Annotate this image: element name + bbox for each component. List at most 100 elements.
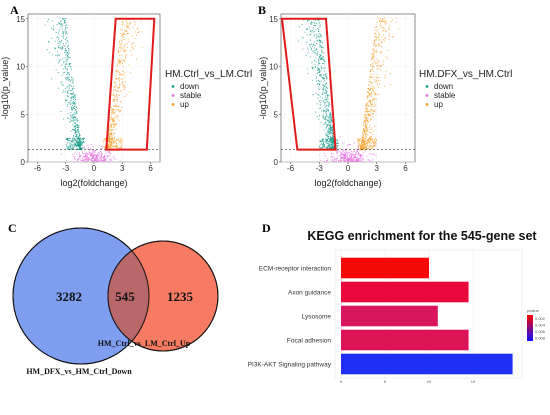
data-point-up: [370, 118, 373, 120]
data-point-stable: [90, 155, 92, 157]
data-point-down: [321, 50, 323, 52]
data-point-up: [363, 124, 365, 127]
data-point-up: [123, 51, 125, 53]
data-point-stable: [339, 156, 342, 158]
data-point-up: [374, 63, 376, 65]
data-point-up: [126, 24, 128, 26]
data-point-up: [370, 82, 372, 84]
data-point-down: [73, 108, 75, 110]
data-point-down: [63, 22, 65, 24]
data-point-down: [310, 33, 312, 35]
data-point-down: [72, 147, 74, 149]
data-point-up: [367, 144, 369, 147]
data-point-up: [372, 63, 374, 65]
data-point-stable: [109, 154, 111, 156]
data-point-up: [362, 137, 364, 139]
data-point-up: [363, 145, 365, 147]
data-point-stable: [353, 161, 355, 163]
data-point-up: [374, 92, 376, 94]
data-point-down: [72, 80, 74, 82]
data-point-stable: [82, 156, 84, 158]
data-point-down: [318, 72, 321, 74]
data-point-up: [123, 24, 125, 26]
data-point-up: [117, 58, 119, 60]
x-tick-label: 6: [403, 164, 408, 173]
data-point-up: [357, 145, 360, 147]
data-point-up: [116, 101, 118, 103]
data-point-stable: [323, 161, 325, 163]
data-point-up: [113, 133, 115, 135]
data-point-down: [316, 103, 318, 105]
data-point-down: [319, 140, 321, 142]
data-point-stable: [94, 160, 96, 162]
data-point-down: [46, 49, 48, 51]
data-point-down: [320, 80, 322, 82]
legend-label-stable: stable: [180, 91, 202, 100]
data-point-down: [314, 66, 317, 68]
venn-count-left: 3282: [56, 289, 82, 304]
data-point-stable: [113, 157, 115, 159]
data-point-down: [326, 142, 328, 144]
data-point-up: [373, 144, 375, 147]
data-point-up: [110, 126, 112, 128]
data-point-up: [365, 144, 367, 146]
data-point-stable: [351, 150, 353, 152]
data-point-stable: [347, 152, 349, 154]
data-point-down: [306, 28, 308, 30]
data-point-down: [298, 26, 300, 28]
data-point-up: [384, 74, 387, 76]
data-point-up: [117, 50, 119, 52]
data-point-down: [70, 118, 72, 120]
data-point-up: [121, 63, 123, 65]
data-point-up: [118, 106, 120, 108]
data-point-down: [318, 107, 320, 109]
data-point-down: [327, 105, 330, 107]
data-point-down: [324, 118, 326, 120]
data-point-down: [61, 75, 63, 77]
data-point-down: [68, 72, 70, 74]
data-point-up: [128, 26, 130, 28]
data-point-up: [108, 139, 110, 141]
data-point-stable: [351, 153, 353, 155]
data-point-stable: [88, 151, 90, 153]
data-point-down: [329, 125, 331, 127]
data-point-stable: [348, 160, 350, 162]
data-point-down: [328, 116, 330, 118]
data-point-up: [370, 111, 372, 113]
data-point-down: [318, 39, 320, 41]
data-point-down: [81, 144, 84, 146]
data-point-down: [62, 24, 64, 26]
data-point-down: [72, 140, 74, 142]
data-point-down: [329, 145, 331, 147]
data-point-down: [318, 62, 320, 64]
data-point-down: [65, 77, 67, 79]
data-point-up: [123, 59, 125, 61]
data-point-up: [367, 102, 369, 104]
data-point-up: [388, 25, 390, 27]
data-point-down: [329, 146, 331, 148]
data-point-down: [305, 54, 307, 56]
data-point-up: [114, 100, 116, 102]
data-point-down: [76, 141, 78, 143]
data-point-stable: [101, 160, 103, 162]
data-point-down: [67, 93, 69, 95]
data-point-stable: [346, 156, 348, 159]
data-point-up: [367, 94, 369, 97]
data-point-up: [117, 48, 120, 50]
data-point-up: [121, 143, 123, 145]
data-point-up: [133, 48, 135, 50]
data-point-stable: [94, 152, 96, 154]
data-point-down: [75, 103, 77, 105]
data-point-down: [57, 87, 59, 89]
data-point-up: [365, 123, 367, 125]
data-point-stable: [359, 155, 361, 157]
data-point-up: [363, 119, 366, 122]
data-point-down: [325, 119, 327, 121]
data-point-down: [331, 145, 333, 147]
data-point-stable: [96, 156, 98, 159]
data-point-down: [328, 110, 330, 112]
data-point-up: [373, 50, 375, 52]
data-point-stable: [79, 155, 81, 157]
data-point-down: [331, 134, 333, 136]
data-point-up: [377, 45, 379, 47]
